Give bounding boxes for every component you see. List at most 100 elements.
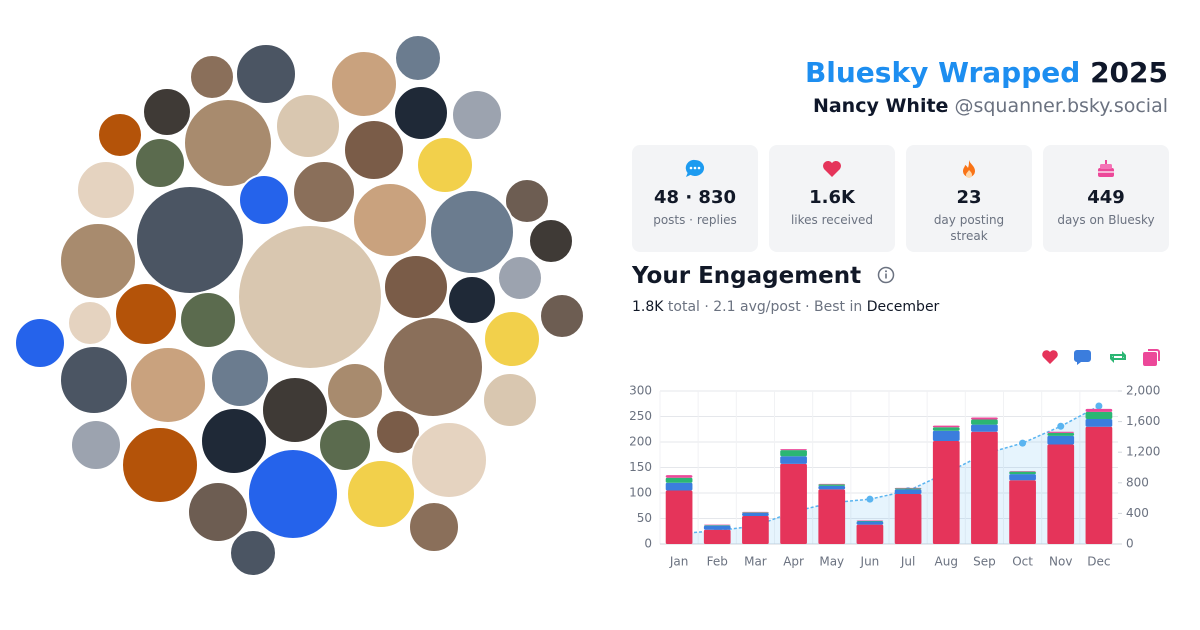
bar-segment [894, 494, 922, 544]
avatar[interactable] [346, 459, 416, 529]
avatar[interactable] [76, 160, 136, 220]
bar-segment [932, 427, 960, 431]
avatar[interactable] [59, 345, 129, 415]
icon [823, 161, 841, 177]
avatar[interactable] [483, 310, 541, 368]
bar-segment [818, 483, 846, 485]
avatar[interactable] [14, 317, 66, 369]
avatar[interactable] [229, 529, 277, 577]
avatar[interactable] [383, 254, 449, 320]
avatar[interactable] [121, 426, 199, 504]
avatar[interactable] [539, 293, 585, 339]
avatar[interactable] [129, 346, 207, 424]
avatar[interactable] [200, 407, 268, 475]
icon [685, 159, 705, 177]
avatar[interactable] [237, 224, 383, 370]
avatar[interactable] [375, 409, 421, 455]
avatar[interactable] [59, 222, 137, 300]
line-point [1019, 439, 1027, 447]
y2-tick-label: 1,600 [1126, 414, 1160, 428]
bar-segment [1009, 480, 1036, 544]
info-icon[interactable] [877, 266, 895, 284]
bar-segment [1085, 408, 1113, 412]
avatar[interactable] [135, 185, 245, 295]
bar-segment [780, 456, 807, 464]
avatar[interactable] [292, 160, 356, 224]
avatar[interactable] [134, 137, 186, 189]
avatar[interactable] [318, 418, 372, 472]
bar-segment [971, 417, 998, 420]
line-point [1095, 402, 1103, 410]
legend-icon[interactable] [1074, 350, 1091, 365]
total: 1.8K [632, 299, 664, 315]
avatar[interactable] [183, 98, 273, 188]
avatar[interactable] [410, 421, 488, 499]
avatar[interactable] [326, 362, 384, 420]
avatar[interactable] [408, 501, 460, 553]
bar-segment [742, 512, 769, 513]
avatar[interactable] [210, 348, 270, 408]
avatar[interactable] [70, 419, 122, 471]
avatar[interactable] [497, 255, 543, 301]
stat-label: likes received [790, 213, 874, 227]
avatar[interactable] [343, 119, 405, 181]
bar-segment [1047, 444, 1075, 544]
bar-segment [703, 525, 731, 530]
avatar[interactable] [382, 316, 484, 418]
title-text: Bluesky Wrapped [804, 56, 1081, 89]
bar-segment [1085, 419, 1113, 427]
avatar[interactable] [393, 85, 449, 141]
legend-icon[interactable] [1143, 349, 1160, 366]
bar-segment [818, 489, 846, 544]
avatar[interactable] [189, 54, 235, 100]
bar-segment [894, 489, 922, 495]
avatar[interactable] [394, 34, 442, 82]
x-tick-label: Sep [973, 555, 996, 569]
avatar[interactable] [447, 275, 497, 325]
line-point [1057, 422, 1065, 430]
avatar[interactable] [67, 300, 113, 346]
avatar[interactable] [352, 182, 428, 258]
avatar[interactable] [97, 112, 143, 158]
y-tick-label: 50 [637, 511, 652, 525]
bar-segment [665, 475, 693, 478]
avatar[interactable] [247, 448, 339, 540]
bar-segment [665, 490, 693, 544]
bar-segment [856, 520, 884, 522]
handle: @squanner.bsky.social [954, 95, 1168, 117]
display-name: Nancy White [812, 95, 949, 117]
avatar[interactable] [261, 376, 329, 444]
stat-value: 1.6K [809, 187, 855, 208]
avatar[interactable] [187, 481, 249, 543]
avatar[interactable] [235, 43, 297, 105]
bar-segment [818, 485, 846, 490]
bar-segment [703, 529, 731, 544]
avatar[interactable] [179, 291, 237, 349]
avatar[interactable] [528, 218, 574, 264]
legend-icon[interactable] [1042, 350, 1058, 364]
bar-segment [894, 488, 922, 490]
y2-tick-label: 1,200 [1126, 445, 1160, 459]
avatar[interactable] [238, 174, 290, 226]
bar-segment [1009, 474, 1036, 481]
avatar[interactable] [330, 50, 398, 118]
avatar[interactable] [482, 372, 538, 428]
bar-segment [932, 425, 960, 428]
avatar[interactable] [142, 87, 192, 137]
title: Bluesky Wrapped 2025 [805, 56, 1168, 89]
avatar[interactable] [416, 136, 474, 194]
avatar[interactable] [114, 282, 178, 346]
avatar[interactable] [429, 189, 515, 275]
avatar[interactable] [275, 93, 341, 159]
legend-icon[interactable] [1110, 351, 1126, 363]
avatar[interactable] [504, 178, 550, 224]
bar-segment [932, 430, 960, 441]
avatar[interactable] [451, 89, 503, 141]
y2-tick-label: 400 [1126, 506, 1149, 520]
bar-segment [780, 463, 807, 544]
bar-segment [894, 487, 922, 489]
bar-segment [780, 449, 807, 451]
stat-value: 48 · 830 [654, 187, 736, 208]
icon [963, 160, 975, 178]
bar-segment [971, 431, 998, 544]
